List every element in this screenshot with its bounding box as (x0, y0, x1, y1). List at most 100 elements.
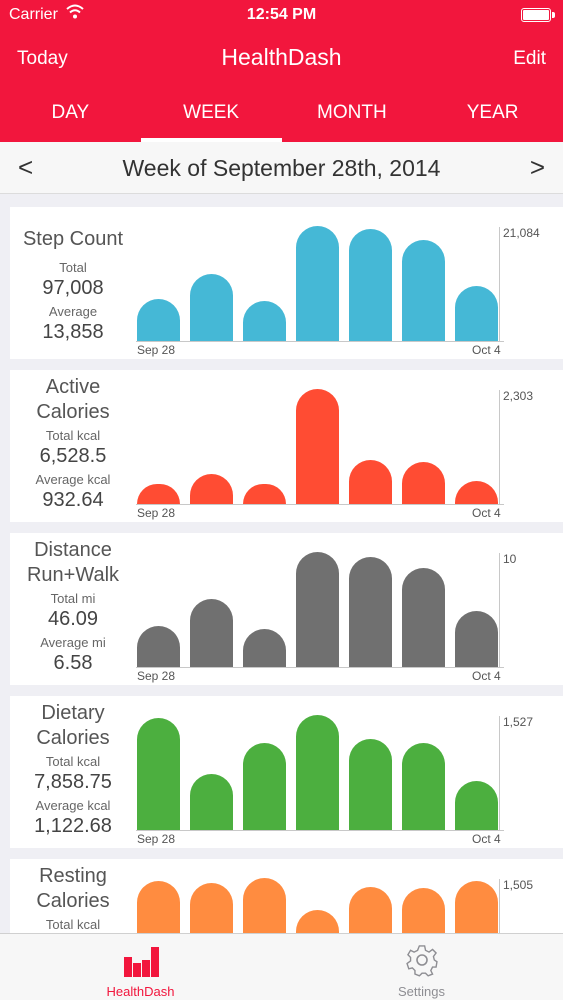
week-label: Week of September 28th, 2014 (122, 155, 441, 181)
bar-day-3 (243, 743, 286, 830)
average-value: 1,122.68 (34, 815, 112, 837)
baseline (136, 830, 504, 831)
gear-icon (404, 943, 440, 977)
bar-day-1 (137, 484, 180, 504)
card-title-line-2: Calories (36, 890, 110, 912)
bar-day-4 (296, 389, 339, 504)
status-bar: Carrier 12:54 PM (0, 0, 563, 30)
tab-day[interactable]: DAY (51, 102, 90, 123)
bar-day-6 (402, 743, 445, 830)
card-title-line-1: Resting (39, 865, 107, 887)
baseline (136, 667, 504, 668)
end-date-label: Oct 4 (472, 669, 501, 683)
dietary-calories-chart: 1,527 Sep 28 Oct 4 (134, 696, 563, 848)
card-title: Step Count (22, 228, 124, 250)
average-label: Average kcal (35, 472, 111, 487)
bar-day-4 (296, 226, 339, 341)
bar-day-7 (455, 781, 498, 830)
bar-day-7 (455, 481, 498, 504)
bar-day-7 (455, 286, 498, 341)
week-selector: < Week of September 28th, 2014 > (0, 142, 563, 194)
total-value: 6,528.5 (39, 445, 107, 467)
max-value-label: 21,084 (503, 226, 540, 240)
card-stats: Resting Calories Total kcal (10, 859, 136, 1000)
today-button[interactable]: Today (17, 48, 68, 69)
tab-year[interactable]: YEAR (466, 102, 519, 123)
end-date-label: Oct 4 (472, 832, 501, 846)
bar-day-2 (190, 774, 233, 830)
step-count-chart: 21,084 Sep 28 Oct 4 (134, 207, 563, 359)
active-calories-card[interactable]: Active Calories Total kcal 6,528.5 Avera… (10, 370, 563, 522)
tab-healthdash[interactable]: HealthDash (0, 934, 281, 1000)
bar-day-1 (137, 299, 180, 341)
average-value: 13,858 (42, 321, 104, 343)
value-axis (499, 553, 500, 667)
bottom-tab-bar: HealthDash Settings (0, 933, 563, 1000)
bar-day-3 (243, 301, 286, 341)
tab-settings[interactable]: Settings (281, 934, 562, 1000)
distance-card[interactable]: Distance Run+Walk Total mi 46.09 Average… (10, 533, 563, 685)
max-value-label: 10 (503, 552, 517, 566)
total-value: 46.09 (47, 608, 99, 630)
tab-month[interactable]: MONTH (317, 102, 387, 123)
average-label: Average kcal (35, 798, 111, 813)
step-count-card[interactable]: Step Count Total 97,008 Average 13,858 2… (10, 207, 563, 359)
next-week-button[interactable]: > (529, 152, 545, 182)
bar-day-7 (455, 611, 498, 667)
bar-day-3 (243, 484, 286, 504)
period-tabs: DAY WEEK MONTH YEAR (0, 88, 563, 142)
bar-day-3 (243, 629, 286, 667)
baseline (136, 341, 504, 342)
total-label: Total kcal (45, 917, 101, 932)
max-value-label: 1,505 (503, 878, 534, 892)
edit-button[interactable]: Edit (513, 48, 546, 69)
value-axis (499, 227, 500, 341)
baseline (136, 504, 504, 505)
tab-week[interactable]: WEEK (140, 88, 282, 142)
bar-day-2 (190, 474, 233, 504)
start-date-label: Sep 28 (137, 669, 176, 683)
card-title-line-1: Dietary (41, 702, 105, 724)
bar-day-1 (137, 626, 180, 667)
bar-day-4 (296, 552, 339, 667)
total-label: Total kcal (45, 754, 101, 769)
card-stats: Step Count Total 97,008 Average 13,858 (10, 207, 136, 359)
card-title-line-2: Run+Walk (26, 564, 120, 586)
end-date-label: Oct 4 (472, 506, 501, 520)
max-value-label: 1,527 (503, 715, 534, 729)
battery-icon (521, 8, 555, 22)
bar-day-2 (190, 274, 233, 341)
bar-day-6 (402, 568, 445, 667)
bar-day-5 (349, 739, 392, 830)
card-title-line-1: Active (45, 376, 101, 398)
bar-day-5 (349, 557, 392, 667)
bar-day-5 (349, 460, 392, 504)
value-axis (499, 390, 500, 504)
tab-settings-label: Settings (398, 984, 445, 999)
total-label: Total mi (50, 591, 96, 606)
average-value: 932.64 (42, 489, 104, 511)
card-stats: Distance Run+Walk Total mi 46.09 Average… (10, 533, 136, 685)
start-date-label: Sep 28 (137, 506, 176, 520)
bar-day-6 (402, 240, 445, 341)
average-label: Average (48, 304, 98, 319)
card-title-line-1: Distance (34, 539, 112, 561)
distance-chart: 10 Sep 28 Oct 4 (134, 533, 563, 685)
active-calories-chart: 2,303 Sep 28 Oct 4 (134, 370, 563, 522)
bar-chart-icon (123, 943, 159, 977)
bar-day-2 (190, 599, 233, 667)
start-date-label: Sep 28 (137, 832, 176, 846)
average-label: Average mi (40, 635, 106, 650)
bar-day-6 (402, 462, 445, 504)
end-date-label: Oct 4 (472, 343, 501, 357)
bar-day-1 (137, 718, 180, 830)
tab-healthdash-label: HealthDash (106, 984, 175, 999)
previous-week-button[interactable]: < (18, 152, 34, 182)
max-value-label: 2,303 (503, 389, 534, 403)
dietary-calories-card[interactable]: Dietary Calories Total kcal 7,858.75 Ave… (10, 696, 563, 848)
average-value: 6.58 (53, 652, 93, 674)
total-value: 7,858.75 (34, 771, 112, 793)
carrier-label: Carrier (9, 6, 58, 23)
nav-bar: Today HealthDash Edit (0, 30, 563, 88)
status-time: 12:54 PM (246, 6, 317, 23)
